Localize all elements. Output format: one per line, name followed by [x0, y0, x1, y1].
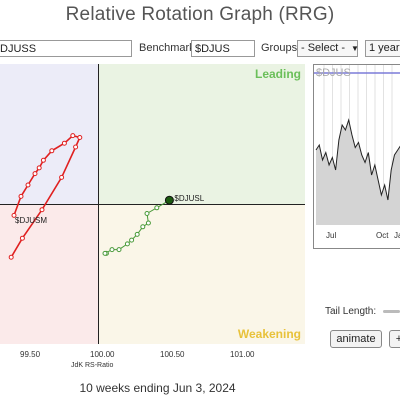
djusl-point	[116, 247, 122, 253]
chevron-down-icon: ▼	[351, 44, 359, 53]
djusl-point	[145, 220, 151, 226]
groups-selected-value: - Select -	[301, 42, 346, 54]
benchmark-price-plot	[314, 65, 400, 225]
djusm-point	[59, 174, 65, 180]
djusl-tail-line	[104, 199, 170, 254]
side-price-area	[316, 120, 400, 225]
groups-select[interactable]: - Select - ▼	[297, 40, 359, 57]
djusm-point	[49, 148, 55, 154]
benchmark-input[interactable]	[191, 40, 255, 57]
x-center-axis	[0, 204, 305, 205]
djusl-point	[124, 241, 130, 247]
djusl-point	[109, 247, 115, 253]
djusm-point	[61, 140, 67, 146]
djusm-point	[73, 144, 79, 150]
leading-label: Leading	[254, 67, 301, 81]
leading-quadrant	[98, 64, 305, 204]
djusl-point	[140, 224, 146, 230]
djusl-point	[102, 250, 108, 256]
djusl-point	[154, 205, 160, 211]
side-x-tick-label: Oct	[376, 231, 389, 240]
djusm-point	[39, 207, 45, 213]
rrg-chart[interactable]: Leading Weakening $DJUSL $DJUSM	[0, 64, 305, 344]
toolbar: Benchmark: Groups: - Select - ▼ 1 year	[0, 40, 400, 58]
djusl-point	[144, 211, 150, 216]
djusm-point	[77, 135, 83, 140]
improving-quadrant	[0, 64, 98, 204]
tail-length-label: Tail Length:	[325, 306, 377, 317]
x-tick-label: 100.00	[90, 350, 115, 359]
side-x-tick-label: Jul	[326, 231, 337, 240]
x-tick-label: 101.00	[230, 350, 255, 359]
djusm-point[interactable]	[8, 254, 14, 260]
djusm-point	[36, 165, 42, 171]
x-tick-label: 100.50	[160, 350, 185, 359]
page-title: Relative Rotation Graph (RRG)	[65, 4, 335, 25]
animate-button[interactable]: animate	[330, 330, 382, 348]
weakening-label: Weakening	[237, 327, 301, 341]
period-select[interactable]: 1 year	[365, 40, 400, 57]
djusm-point	[32, 171, 38, 177]
rrg-plot	[8, 133, 174, 260]
djusm-point	[70, 133, 76, 139]
djusl-symbol-label: $DJUSL	[174, 194, 205, 204]
djusm-point	[40, 157, 46, 163]
djusm-point	[19, 235, 25, 241]
djusm-point	[11, 212, 17, 218]
djusl-point	[134, 231, 140, 237]
groups-label: Groups:	[261, 42, 301, 54]
djusm-point	[18, 193, 24, 199]
x-tick-label: 99.50	[20, 350, 41, 359]
djusm-point	[25, 182, 31, 188]
benchmark-label: Benchmark:	[139, 42, 198, 54]
benchmark-symbol: $DJUS	[316, 67, 351, 79]
benchmark-price-chart: $DJUS Jul Oct Ja	[313, 64, 400, 249]
lagging-quadrant	[0, 204, 98, 344]
weakening-quadrant	[98, 204, 305, 344]
djusl-point	[129, 237, 135, 243]
tail-length-slider[interactable]	[383, 310, 400, 313]
djusm-symbol-label: $DJUSM	[15, 216, 48, 226]
period-selected-value: 1 year	[369, 42, 400, 54]
symbols-input[interactable]	[0, 40, 132, 57]
djusl-point[interactable]	[164, 195, 174, 205]
plus-button[interactable]: +	[389, 330, 400, 348]
side-x-tick-label: Ja	[394, 231, 400, 240]
date-range-caption: 10 weeks ending Jun 3, 2024	[79, 381, 236, 395]
side-price-line	[315, 118, 400, 201]
x-axis-title: JdK RS-Ratio	[71, 362, 114, 369]
